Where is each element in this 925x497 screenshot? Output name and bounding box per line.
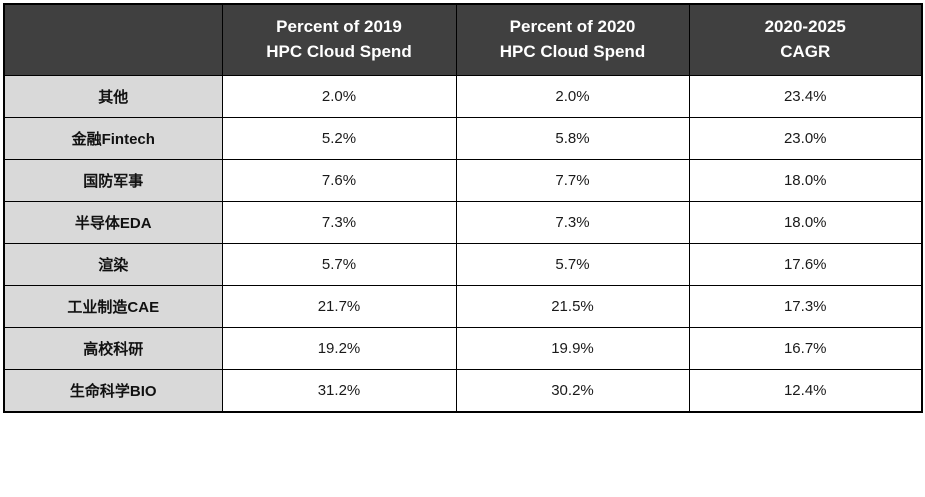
cell-pct-2020: 19.9% xyxy=(455,327,690,370)
cell-pct-2020: 5.7% xyxy=(455,243,690,286)
table-row: 金融Fintech 5.2% 5.8% 23.0% xyxy=(3,117,923,160)
cell-pct-2019: 5.7% xyxy=(221,243,457,286)
table-row: 其他 2.0% 2.0% 23.4% xyxy=(3,75,923,118)
hpc-cloud-spend-table: Percent of 2019 HPC Cloud Spend Percent … xyxy=(3,3,923,413)
row-label: 国防军事 xyxy=(3,159,223,202)
cell-pct-2019: 2.0% xyxy=(221,75,457,118)
cell-cagr: 23.4% xyxy=(688,75,923,118)
row-label: 金融Fintech xyxy=(3,117,223,160)
cell-pct-2020: 2.0% xyxy=(455,75,690,118)
table-row: 半导体EDA 7.3% 7.3% 18.0% xyxy=(3,201,923,244)
table-row: 生命科学BIO 31.2% 30.2% 12.4% xyxy=(3,369,923,412)
cell-pct-2019: 5.2% xyxy=(221,117,457,160)
cell-pct-2019: 31.2% xyxy=(221,369,457,412)
row-label: 其他 xyxy=(3,75,223,118)
cell-pct-2020: 5.8% xyxy=(455,117,690,160)
col-header-2020-spend: Percent of 2020 HPC Cloud Spend xyxy=(455,3,690,76)
cell-cagr: 17.6% xyxy=(688,243,923,286)
row-label: 工业制造CAE xyxy=(3,285,223,328)
cell-pct-2020: 7.7% xyxy=(455,159,690,202)
corner-cell xyxy=(3,3,223,76)
cell-cagr: 18.0% xyxy=(688,159,923,202)
row-label: 生命科学BIO xyxy=(3,369,223,412)
cell-pct-2020: 30.2% xyxy=(455,369,690,412)
cell-pct-2020: 7.3% xyxy=(455,201,690,244)
cell-pct-2019: 21.7% xyxy=(221,285,457,328)
cell-pct-2019: 19.2% xyxy=(221,327,457,370)
row-label: 渲染 xyxy=(3,243,223,286)
cell-cagr: 12.4% xyxy=(688,369,923,412)
cell-pct-2019: 7.6% xyxy=(221,159,457,202)
cell-pct-2020: 21.5% xyxy=(455,285,690,328)
row-label: 半导体EDA xyxy=(3,201,223,244)
table-header-row: Percent of 2019 HPC Cloud Spend Percent … xyxy=(3,3,923,76)
row-label: 高校科研 xyxy=(3,327,223,370)
cell-cagr: 17.3% xyxy=(688,285,923,328)
cell-pct-2019: 7.3% xyxy=(221,201,457,244)
col-header-2019-spend: Percent of 2019 HPC Cloud Spend xyxy=(221,3,457,76)
table-row: 国防军事 7.6% 7.7% 18.0% xyxy=(3,159,923,202)
col-header-cagr: 2020-2025 CAGR xyxy=(688,3,923,76)
cell-cagr: 23.0% xyxy=(688,117,923,160)
table-row: 渲染 5.7% 5.7% 17.6% xyxy=(3,243,923,286)
table-row: 高校科研 19.2% 19.9% 16.7% xyxy=(3,327,923,370)
cell-cagr: 18.0% xyxy=(688,201,923,244)
table-row: 工业制造CAE 21.7% 21.5% 17.3% xyxy=(3,285,923,328)
cell-cagr: 16.7% xyxy=(688,327,923,370)
